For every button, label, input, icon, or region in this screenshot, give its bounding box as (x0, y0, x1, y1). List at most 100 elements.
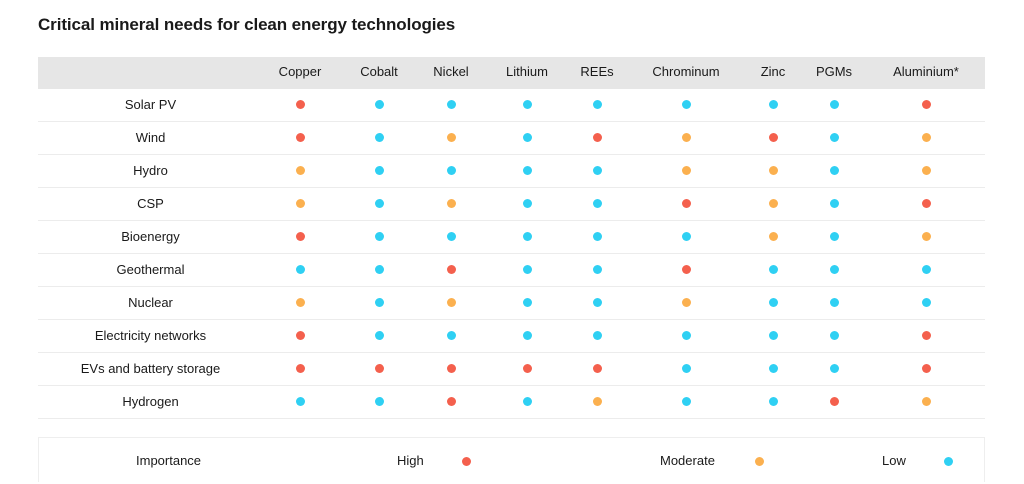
row-label-hydro: Hydro (133, 163, 168, 178)
importance-dot-low (374, 265, 384, 274)
importance-dot-high (446, 364, 456, 373)
row-label-nuclear: Nuclear (128, 295, 173, 310)
importance-dot-low (295, 397, 305, 406)
importance-dot-high (374, 364, 384, 373)
chart-title: Critical mineral needs for clean energy … (38, 15, 456, 34)
table-row: Wind (38, 122, 985, 155)
importance-dot-high (592, 133, 602, 142)
importance-dot-low (592, 166, 602, 175)
importance-dot-low (768, 298, 778, 307)
importance-dot-low (374, 232, 384, 241)
importance-dot-low (829, 364, 839, 373)
importance-dot-low (768, 100, 778, 109)
importance-dot-low (921, 298, 931, 307)
importance-dot-moderate (681, 166, 691, 175)
importance-dot-low (374, 298, 384, 307)
importance-dot-moderate (295, 199, 305, 208)
importance-dot-low (681, 397, 691, 406)
table-row: Bioenergy (38, 221, 985, 254)
importance-dot-low (374, 100, 384, 109)
table-row: Nuclear (38, 287, 985, 320)
table-row: EVs and battery storage (38, 353, 985, 386)
legend-title: Importance (136, 453, 202, 468)
column-header-aluminium: Aluminium* (893, 64, 959, 79)
legend-dot-low (944, 457, 953, 466)
table-header: Copper Cobalt Nickel Lithium REEs Chrominum Zi… (38, 57, 985, 89)
importance-dot-low (522, 199, 532, 208)
importance-dot-high (446, 397, 456, 406)
importance-dot-low (522, 265, 532, 274)
importance-dot-moderate (768, 232, 778, 241)
column-header-lithium: Lithium (506, 64, 548, 79)
column-header-pgms: PGMs (815, 64, 853, 79)
importance-dot-low (921, 265, 931, 274)
table-row: Hydrogen (38, 386, 985, 419)
importance-dot-low (295, 265, 305, 274)
row-label-evs-and-battery-storage: EVs and battery storage (80, 361, 221, 376)
importance-dot-moderate (921, 166, 931, 175)
importance-dot-high (295, 100, 305, 109)
importance-dot-low (522, 298, 532, 307)
column-header-zinc: Zinc (760, 64, 786, 79)
row-label-solar-pv: Solar PV (124, 97, 177, 112)
importance-dot-high (681, 265, 691, 274)
column-header-cobalt: Cobalt (360, 64, 398, 79)
importance-dot-low (829, 298, 839, 307)
importance-dot-low (374, 166, 384, 175)
column-header-chrominum: Chrominum (652, 64, 720, 79)
importance-dot-moderate (446, 199, 456, 208)
importance-dot-low (592, 331, 602, 340)
importance-dot-moderate (768, 166, 778, 175)
table-row: Solar PV (38, 89, 985, 122)
importance-dot-low (522, 331, 532, 340)
table-body: Solar PV Wind Hydro CSP Bioenergy Geothermal N… (38, 89, 985, 419)
row-label-hydrogen: Hydrogen (122, 394, 179, 409)
legend-label-moderate: Moderate (660, 453, 715, 468)
importance-dot-low (681, 331, 691, 340)
importance-dot-moderate (446, 133, 456, 142)
row-label-electricity-networks: Electricity networks (94, 328, 207, 343)
importance-dot-low (446, 232, 456, 241)
legend-label-low: Low (882, 453, 906, 468)
importance-dot-high (681, 199, 691, 208)
importance-dot-high (921, 364, 931, 373)
importance-dot-low (374, 397, 384, 406)
importance-dot-low (374, 199, 384, 208)
importance-dot-high (295, 133, 305, 142)
importance-dot-low (592, 199, 602, 208)
importance-dot-moderate (295, 298, 305, 307)
column-header-copper: Copper (278, 64, 322, 79)
importance-dot-low (522, 133, 532, 142)
importance-dot-low (446, 331, 456, 340)
importance-dot-low (681, 232, 691, 241)
importance-dot-high (921, 331, 931, 340)
importance-dot-low (829, 232, 839, 241)
importance-dot-low (829, 199, 839, 208)
importance-dot-low (829, 265, 839, 274)
importance-dot-low (522, 397, 532, 406)
importance-dot-low (592, 100, 602, 109)
importance-dot-low (592, 265, 602, 274)
legend: Importance High Moderate Low (38, 437, 985, 482)
table-row: Hydro (38, 155, 985, 188)
importance-dot-low (829, 100, 839, 109)
importance-dot-low (522, 232, 532, 241)
column-header-rees: REEs (580, 64, 614, 79)
importance-dot-high (446, 265, 456, 274)
importance-dot-high (829, 397, 839, 406)
importance-dot-moderate (921, 397, 931, 406)
row-label-csp: CSP (137, 196, 164, 211)
importance-dot-low (681, 100, 691, 109)
importance-dot-moderate (592, 397, 602, 406)
importance-dot-high (921, 100, 931, 109)
row-label-bioenergy: Bioenergy (121, 229, 180, 244)
importance-dot-low (829, 133, 839, 142)
legend-dot-moderate (755, 457, 764, 466)
importance-dot-high (592, 364, 602, 373)
importance-dot-high (522, 364, 532, 373)
importance-dot-low (768, 364, 778, 373)
table-row: Electricity networks (38, 320, 985, 353)
importance-dot-moderate (921, 232, 931, 241)
column-header-nickel: Nickel (433, 64, 469, 79)
importance-dot-low (374, 331, 384, 340)
